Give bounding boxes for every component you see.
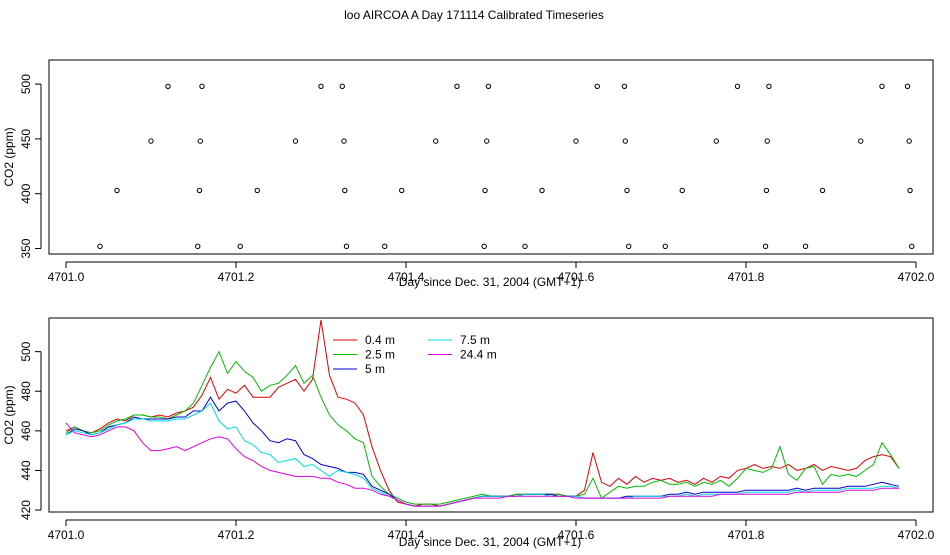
top-x-tick-label: 4701.4 [388, 270, 425, 284]
data-point [679, 187, 685, 194]
data-point [485, 83, 492, 90]
bottom-x-axis-label: Day since Dec. 31, 2004 (GMT+1) [399, 535, 581, 549]
legend-label: 2.5 m [365, 348, 395, 362]
data-point [626, 243, 632, 250]
series-line-24-4-m [65, 422, 899, 507]
data-point [292, 138, 299, 144]
data-point [165, 83, 171, 90]
data-point [764, 138, 770, 144]
top-x-tick-label: 4701.6 [558, 270, 595, 284]
bottom-series-lines [65, 319, 900, 507]
data-point [907, 187, 913, 194]
data-point [114, 187, 120, 194]
top-x-tick-label: 4702.0 [898, 270, 935, 284]
data-point [318, 83, 324, 90]
data-point [858, 138, 864, 144]
data-point [763, 187, 770, 194]
bottom-x-tick-label: 4701.0 [48, 528, 85, 542]
top-y-tick-label: 400 [19, 183, 33, 203]
top-y-tick-label: 500 [19, 74, 33, 94]
data-point [341, 138, 347, 144]
data-point [237, 243, 243, 250]
top-x-axis-label: Day since Dec. 31, 2004 (GMT+1) [399, 275, 581, 289]
data-point [594, 83, 600, 90]
bottom-y-tick-label: 460 [19, 421, 33, 441]
data-point [624, 187, 630, 194]
top-scatter-points [97, 83, 915, 250]
data-point [382, 243, 388, 250]
data-point [97, 243, 103, 250]
chart-title: loo AIRCOA A Day 171114 Calibrated Times… [344, 8, 604, 22]
data-point [482, 187, 488, 194]
data-point [662, 243, 668, 250]
bottom-y-tick-label: 440 [19, 460, 33, 480]
data-point [197, 138, 204, 144]
bottom-y-tick-label: 420 [19, 500, 33, 520]
data-point [802, 243, 809, 250]
top-x-axis: 4701.0 4701.2 4701.4 4701.6 4701.8 4702.0 [48, 261, 935, 284]
data-point [342, 187, 348, 194]
top-y-axis: 350 400 450 500 [19, 74, 42, 259]
top-y-tick-label: 350 [19, 238, 33, 258]
data-point [148, 138, 154, 144]
data-point [522, 243, 528, 250]
data-point [199, 83, 205, 90]
top-x-tick-label: 4701.0 [48, 270, 85, 284]
series-line-5-m [65, 396, 900, 507]
bottom-x-tick-label: 4702.0 [898, 528, 935, 542]
data-point [454, 83, 460, 90]
bottom-x-tick-label: 4701.2 [218, 528, 255, 542]
data-point [254, 187, 260, 194]
data-point [906, 138, 912, 144]
data-point [539, 187, 545, 194]
bottom-panel: 4701.0 4701.2 4701.4 4701.6 4701.8 4702.0 420… [2, 317, 935, 549]
data-point [399, 187, 405, 194]
top-panel: 4701.0 4701.2 4701.4 4701.6 4701.8 4702.0 350… [2, 59, 935, 289]
data-point [819, 187, 826, 194]
top-x-tick-label: 4701.2 [218, 270, 255, 284]
top-y-tick-label: 450 [19, 129, 33, 149]
series-line-7-5-m [65, 402, 900, 507]
bottom-y-axis: 420 440 460 480 500 [19, 341, 42, 520]
legend-label: 0.4 m [365, 333, 395, 347]
legend: 0.4 m2.5 m5 m 7.5 m24.4 m [333, 333, 497, 376]
data-point [904, 83, 911, 90]
data-point [879, 83, 885, 90]
top-x-tick-label: 4701.8 [728, 270, 765, 284]
top-plot-frame [48, 59, 934, 255]
data-point [195, 243, 201, 250]
top-y-axis-label: CO2 (ppm) [2, 127, 16, 186]
bottom-x-tick-label: 4701.6 [558, 528, 595, 542]
data-point [573, 138, 579, 144]
data-point [433, 138, 439, 144]
legend-label: 24.4 m [460, 348, 497, 362]
bottom-plot-frame [48, 317, 934, 513]
bottom-y-tick-label: 480 [19, 381, 33, 401]
bottom-x-tick-label: 4701.4 [388, 528, 425, 542]
data-point [343, 243, 350, 250]
legend-label: 5 m [365, 362, 385, 376]
data-point [481, 243, 487, 250]
data-point [622, 138, 628, 144]
data-point [762, 243, 769, 250]
data-point [909, 243, 915, 250]
legend-label: 7.5 m [460, 333, 490, 347]
data-point [713, 138, 719, 144]
bottom-y-tick-label: 500 [19, 341, 33, 361]
bottom-x-tick-label: 4701.8 [728, 528, 765, 542]
data-point [766, 83, 772, 90]
data-point [196, 187, 203, 194]
data-point [484, 138, 490, 144]
data-point [339, 83, 345, 90]
data-point [621, 83, 628, 90]
bottom-y-axis-label: CO2 (ppm) [2, 385, 16, 444]
data-point [734, 83, 741, 90]
series-line-2-5-m [65, 350, 900, 505]
bottom-x-axis: 4701.0 4701.2 4701.4 4701.6 4701.8 4702.0 [48, 519, 935, 542]
